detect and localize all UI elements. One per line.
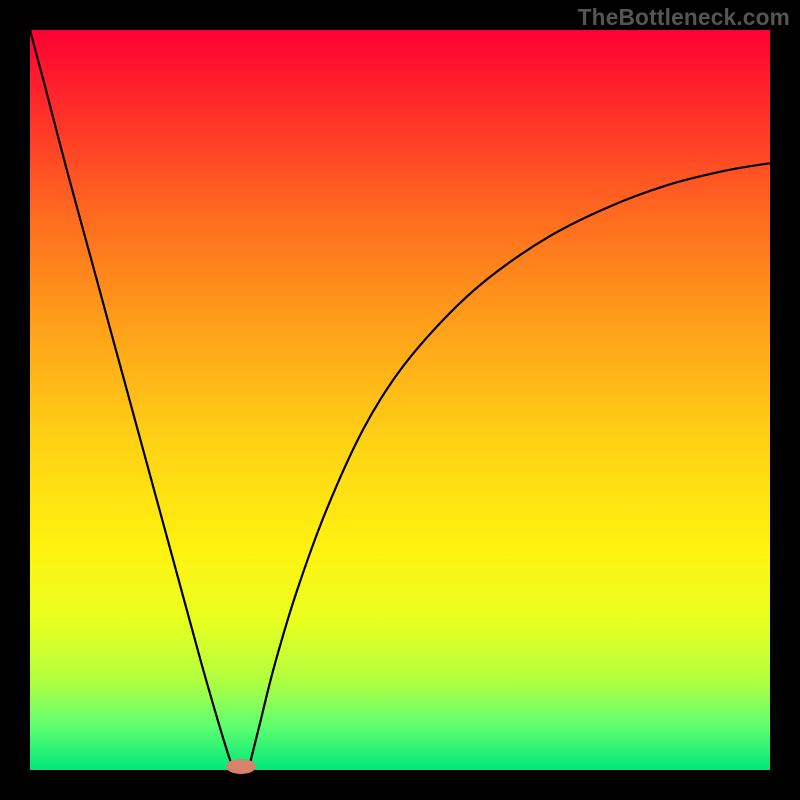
- curve-layer: [30, 30, 770, 770]
- plot-area: [30, 30, 770, 770]
- trough-marker: [226, 759, 256, 774]
- chart-container: TheBottleneck.com: [0, 0, 800, 800]
- watermark-text: TheBottleneck.com: [578, 4, 790, 31]
- curve-left: [30, 30, 234, 770]
- curve-right: [248, 163, 770, 770]
